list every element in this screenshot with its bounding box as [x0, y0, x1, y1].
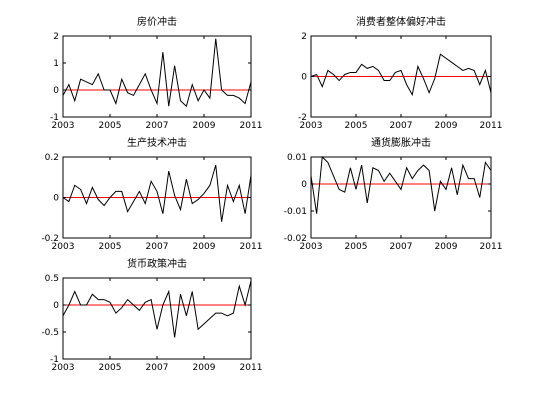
y-tick-label: 0.01	[287, 153, 307, 163]
x-tick-label: 2005	[99, 121, 122, 131]
axes-background	[63, 278, 251, 359]
y-tick-label: -0.02	[284, 234, 307, 244]
axes-box	[62, 156, 252, 239]
chart-title: 生产技术冲击	[127, 136, 187, 149]
x-tick-label: 2011	[240, 121, 263, 131]
x-tick-label: 2007	[390, 121, 413, 131]
chart-title: 消费者整体偏好冲击	[356, 15, 446, 28]
line-series	[310, 155, 492, 214]
x-tick-label: 2011	[240, 242, 263, 252]
chart-title: 通货膨胀冲击	[371, 136, 431, 149]
y-tick-label: 0	[53, 301, 59, 311]
x-tick-label: 2003	[52, 121, 75, 131]
x-tick-label: 2007	[390, 242, 413, 252]
chart-title: 房价冲击	[137, 15, 177, 28]
y-tick-label: 0.5	[45, 274, 59, 284]
y-tick-label: 2	[301, 32, 307, 42]
x-tick-label: 2005	[345, 242, 368, 252]
x-tick-label: 2003	[52, 363, 75, 373]
y-tick-label: -1	[50, 355, 59, 365]
y-tick-label: 0	[53, 194, 59, 204]
x-tick-label: 2009	[193, 121, 216, 131]
axes-box	[310, 156, 492, 239]
y-tick-label: -0.2	[41, 234, 59, 244]
x-tick-label: 2007	[146, 242, 169, 252]
x-tick-label: 2003	[300, 242, 323, 252]
x-tick-label: 2011	[240, 363, 263, 373]
x-tick-label: 2009	[193, 242, 216, 252]
y-tick-label: 0.2	[45, 153, 59, 163]
x-tick-label: 2007	[146, 363, 169, 373]
x-tick-label: 2009	[193, 363, 216, 373]
x-tick-label: 2009	[435, 242, 458, 252]
y-tick-label: 0	[301, 73, 307, 83]
x-tick-label: 2003	[52, 242, 75, 252]
line-series	[62, 164, 252, 222]
x-tick-label: 2007	[146, 121, 169, 131]
y-tick-label: -0.5	[41, 328, 59, 338]
x-tick-label: 2011	[480, 242, 503, 252]
axes-background	[63, 36, 251, 117]
x-tick-label: 2005	[345, 121, 368, 131]
x-tick-label: 2009	[435, 121, 458, 131]
chart-title: 货币政策冲击	[127, 257, 187, 270]
y-tick-label: -0.01	[284, 207, 307, 217]
x-tick-label: 2003	[300, 121, 323, 131]
axes-box	[310, 35, 492, 118]
y-tick-label: 0	[301, 180, 307, 190]
x-tick-label: 2011	[480, 121, 503, 131]
axes-box	[62, 35, 252, 118]
x-tick-label: 2005	[99, 242, 122, 252]
axes-box	[62, 277, 252, 360]
axes-background	[311, 157, 491, 238]
y-tick-label: 2	[53, 32, 59, 42]
line-series	[62, 280, 252, 338]
line-series	[310, 53, 492, 97]
line-series	[62, 38, 252, 108]
y-tick-label: -1	[50, 113, 59, 123]
x-tick-label: 2005	[99, 363, 122, 373]
y-tick-label: -2	[298, 113, 307, 123]
y-tick-label: 0	[53, 86, 59, 96]
y-tick-label: 1	[53, 59, 59, 69]
